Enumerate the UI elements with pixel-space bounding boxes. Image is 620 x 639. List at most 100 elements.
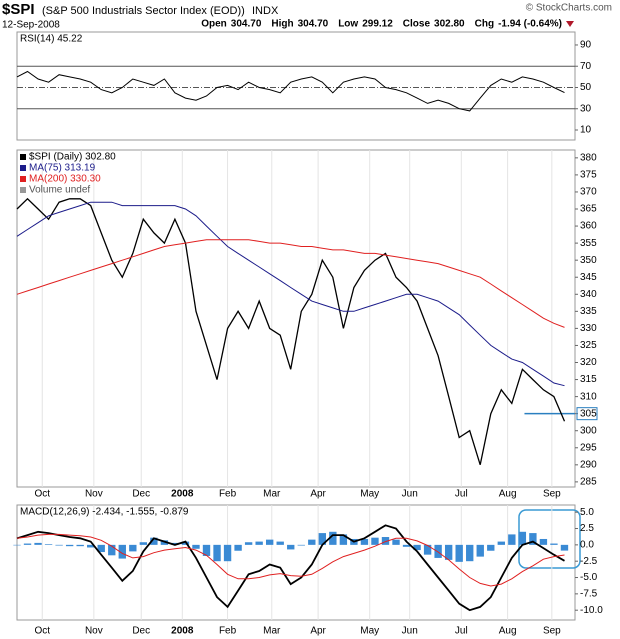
y-tick-label: 295 <box>580 442 597 453</box>
series-line <box>16 70 565 112</box>
histogram-bar <box>371 537 379 545</box>
histogram-bar <box>381 537 390 545</box>
y-tick-label: 90 <box>580 40 592 51</box>
y-tick-label: 345 <box>580 272 597 283</box>
quote-value: 302.80 <box>434 19 465 30</box>
histogram-bar <box>329 531 337 545</box>
legend-swatch <box>20 154 26 160</box>
x-tick-label: May <box>360 489 379 500</box>
y-tick-label: 2.5 <box>580 523 594 534</box>
histogram-bar <box>508 534 516 545</box>
series-line <box>16 524 565 612</box>
quote-value: 299.12 <box>362 19 393 30</box>
x-tick-label: Mar <box>263 626 281 637</box>
quote-label: High <box>271 19 293 30</box>
histogram-bar <box>308 539 316 545</box>
histogram-bar <box>466 544 474 562</box>
histogram-bar <box>276 541 284 545</box>
histogram-bar <box>550 543 558 545</box>
histogram-bar <box>34 542 42 545</box>
y-tick-label: 300 <box>580 425 597 436</box>
histogram-bar <box>476 544 484 557</box>
symbol: $SPI <box>2 1 35 18</box>
y-tick-label: 290 <box>580 459 597 470</box>
y-tick-label: 360 <box>580 221 597 232</box>
date: 12-Sep-2008 <box>2 20 60 31</box>
x-tick-label: Dec <box>132 626 150 637</box>
y-tick-label: 30 <box>580 103 592 114</box>
x-tick-label: Jun <box>402 489 418 500</box>
x-tick-label: 2008 <box>171 626 194 637</box>
y-tick-label: 285 <box>580 477 597 488</box>
histogram-bar <box>487 544 495 551</box>
y-tick-label: 10 <box>580 125 592 136</box>
histogram-bar <box>23 543 32 545</box>
y-tick-label: 355 <box>580 238 597 249</box>
quote-label: Chg <box>475 19 494 30</box>
x-tick-label: Nov <box>85 626 103 637</box>
x-tick-label: May <box>360 626 379 637</box>
y-tick-label: 50 <box>580 82 592 93</box>
x-tick-label: Feb <box>219 489 237 500</box>
y-tick-label: 350 <box>580 255 597 266</box>
series-line <box>16 239 565 328</box>
series-line <box>16 197 566 465</box>
y-tick-label: -5.0 <box>580 572 598 583</box>
y-tick-label: -2.5 <box>580 556 598 567</box>
x-tick-label: Sep <box>543 489 561 500</box>
histogram-bar <box>223 544 232 562</box>
macd-panel <box>16 504 576 621</box>
histogram-bar <box>87 544 95 548</box>
panel-title: MACD(12,26,9) -2.434, -1.555, -0.879 <box>20 507 189 518</box>
histogram-bar <box>265 539 274 545</box>
x-tick-label: Feb <box>219 626 237 637</box>
y-tick-label: 5.0 <box>580 507 594 518</box>
histogram-bar <box>213 544 221 562</box>
histogram-bar <box>455 544 463 562</box>
histogram-bar <box>55 544 63 546</box>
highlight-box <box>518 509 581 569</box>
histogram-bar <box>518 531 527 545</box>
x-tick-label: Dec <box>132 489 150 500</box>
histogram-bar <box>444 544 453 560</box>
y-tick-label: 335 <box>580 306 597 317</box>
index-name: (S&P 500 Industrials Sector Index (EOD)) <box>42 5 245 17</box>
panel-title: RSI(14) 45.22 <box>20 34 83 45</box>
series-line <box>16 201 565 387</box>
credit: © StockCharts.com <box>526 3 612 14</box>
histogram-bar <box>118 544 126 559</box>
x-tick-label: Oct <box>34 489 50 500</box>
histogram-bar <box>539 538 548 545</box>
histogram-bar <box>392 539 400 545</box>
histogram-bar <box>65 544 74 547</box>
x-tick-label: Mar <box>263 489 281 500</box>
legend-swatch <box>20 176 26 182</box>
histogram-bar <box>360 538 369 545</box>
histogram-bar <box>129 544 137 552</box>
histogram-bar <box>287 544 295 550</box>
y-tick-label: 305 <box>580 408 597 419</box>
y-tick-label: -7.5 <box>580 589 598 600</box>
histogram-bar <box>108 544 116 556</box>
y-tick-label: 325 <box>580 340 597 351</box>
x-tick-label: Apr <box>310 489 326 500</box>
y-tick-label: 0.0 <box>580 539 594 550</box>
histogram-bar <box>497 541 505 545</box>
histogram-bar <box>297 544 305 546</box>
x-tick-label: Jul <box>455 489 468 500</box>
quote-label: Low <box>338 19 358 30</box>
y-tick-label: 380 <box>580 152 597 163</box>
y-tick-label: 320 <box>580 357 597 368</box>
x-tick-label: Apr <box>310 626 326 637</box>
histogram-bar <box>171 542 179 545</box>
x-tick-label: Jun <box>402 626 418 637</box>
quote-value: -1.94 (-0.64%) <box>498 19 562 30</box>
legend-label: MA(75) 313.19 <box>29 163 96 174</box>
legend-label: MA(200) 330.30 <box>29 174 101 185</box>
quote-label: Open <box>201 19 227 30</box>
y-tick-label: 315 <box>580 374 597 385</box>
y-tick-label: 370 <box>580 187 597 198</box>
histogram-bar <box>244 542 253 545</box>
histogram-bar <box>402 544 411 547</box>
